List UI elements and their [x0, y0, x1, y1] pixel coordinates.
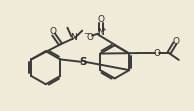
Text: +: +: [102, 27, 107, 32]
Text: O: O: [49, 27, 56, 36]
Text: N: N: [70, 33, 77, 42]
Text: O: O: [172, 37, 179, 46]
Text: O: O: [154, 49, 161, 58]
Text: S: S: [80, 57, 87, 67]
Text: N: N: [98, 28, 104, 37]
Text: O: O: [97, 15, 104, 24]
Text: −: −: [83, 31, 89, 37]
Text: O: O: [87, 33, 94, 42]
